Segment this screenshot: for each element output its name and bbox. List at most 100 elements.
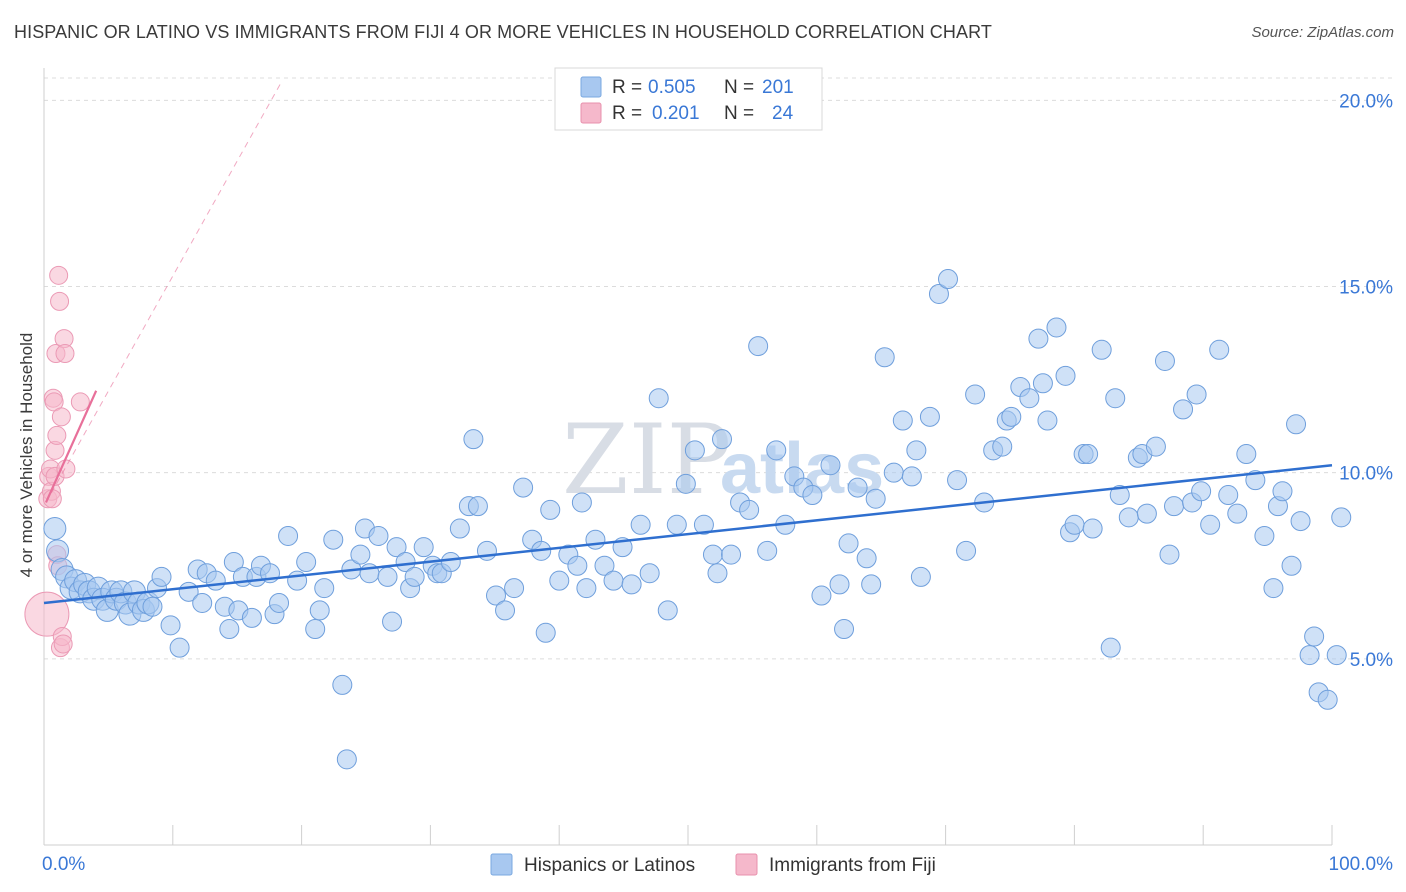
axes: [43, 68, 1333, 846]
trend-lines: [43, 81, 1333, 605]
data-point-hispanic: [1331, 507, 1352, 528]
data-point-hispanic: [861, 574, 882, 595]
data-point-hispanic: [1286, 414, 1307, 435]
data-point-hispanic: [336, 749, 357, 770]
data-point-hispanic: [413, 537, 434, 558]
data-point-hispanic: [386, 537, 407, 558]
data-point-hispanic: [648, 388, 669, 409]
legend-swatch-pink: [735, 853, 758, 876]
data-point-hispanic: [309, 600, 330, 621]
y-tick-label: 10.0%: [1339, 464, 1393, 485]
data-point-hispanic: [1055, 365, 1076, 386]
data-point-hispanic: [811, 585, 832, 606]
legend-swatch-pink: [580, 102, 602, 124]
data-point-hispanic: [1245, 470, 1266, 491]
data-point-hispanic: [838, 533, 859, 554]
data-point-hispanic: [449, 518, 470, 539]
data-point-hispanic: [43, 517, 67, 541]
legend-r-value: 0.201: [652, 103, 700, 124]
data-point-hispanic: [219, 619, 240, 640]
data-point-hispanic: [947, 470, 968, 491]
data-point-hispanic: [1317, 689, 1338, 710]
data-point-hispanic: [865, 488, 886, 509]
legend-label-fiji: Immigrants from Fiji: [769, 855, 936, 876]
data-point-hispanic: [1136, 503, 1157, 524]
legend-n-value: 201: [762, 77, 794, 98]
trend-line-fiji-extended: [45, 81, 283, 503]
data-point-hispanic: [1254, 525, 1275, 546]
data-point-hispanic: [856, 548, 877, 569]
data-point-hispanic: [440, 552, 461, 573]
data-point-hispanic: [630, 514, 651, 535]
data-point-hispanic: [1154, 350, 1175, 371]
chart-title: HISPANIC OR LATINO VS IMMIGRANTS FROM FI…: [14, 22, 992, 42]
legend-label-hispanic: Hispanics or Latinos: [524, 855, 695, 876]
trend-line-hispanic: [43, 463, 1333, 605]
data-point-hispanic: [350, 544, 371, 565]
data-point-hispanic: [269, 592, 290, 613]
data-point-hispanic: [467, 496, 488, 517]
data-point-hispanic: [1037, 410, 1058, 431]
legend-swatch-blue: [580, 76, 602, 98]
data-point-hispanic: [666, 514, 687, 535]
x-tick-label: 0.0%: [42, 854, 85, 875]
data-point-hispanic: [223, 552, 244, 573]
data-point-fiji: [70, 392, 90, 412]
data-point-hispanic: [1082, 518, 1103, 539]
data-point-hispanic: [382, 611, 403, 632]
data-point-hispanic: [1001, 406, 1022, 427]
data-point-fiji: [51, 407, 71, 427]
data-point-hispanic: [1191, 481, 1212, 502]
hispanic-points: [43, 269, 1352, 770]
data-point-hispanic: [1109, 485, 1130, 506]
data-point-hispanic: [1032, 373, 1053, 394]
data-point-hispanic: [540, 499, 561, 520]
data-point-hispanic: [992, 436, 1013, 457]
data-point-hispanic: [305, 619, 326, 640]
data-point-hispanic: [883, 462, 904, 483]
data-point-hispanic: [684, 440, 705, 461]
data-point-fiji: [42, 489, 62, 509]
data-point-hispanic: [535, 622, 556, 643]
data-point-hispanic: [1091, 339, 1112, 360]
trend-line-fiji: [44, 390, 98, 503]
data-point-fiji: [53, 634, 73, 654]
data-point-hispanic: [549, 570, 570, 591]
data-point-hispanic: [1118, 507, 1139, 528]
y-axis-label: 4 or more Vehicles in Household: [17, 333, 36, 578]
data-point-hispanic: [965, 384, 986, 405]
data-point-hispanic: [486, 585, 506, 606]
data-point-hispanic: [504, 578, 525, 599]
data-point-hispanic: [1164, 496, 1184, 517]
data-point-hispanic: [368, 525, 389, 546]
data-point-hispanic: [901, 466, 922, 487]
data-point-hispanic: [1046, 317, 1067, 338]
data-point-hispanic: [585, 529, 606, 550]
data-point-hispanic: [712, 429, 732, 450]
data-point-hispanic: [1227, 503, 1248, 524]
data-point-hispanic: [142, 596, 163, 617]
data-point-hispanic: [1028, 328, 1049, 349]
data-point-hispanic: [571, 492, 592, 513]
data-point-hispanic: [1105, 388, 1126, 409]
data-point-hispanic: [693, 514, 714, 535]
legend-n-label: N =: [724, 103, 754, 124]
data-point-hispanic: [739, 499, 760, 520]
data-point-hispanic: [847, 477, 868, 498]
data-point-hispanic: [820, 455, 841, 476]
data-point-hispanic: [721, 544, 742, 565]
data-point-hispanic: [1304, 626, 1325, 647]
data-point-hispanic: [1299, 645, 1320, 666]
legend-r-label: R =: [612, 77, 642, 98]
data-point-hispanic: [278, 525, 299, 546]
data-point-hispanic: [1218, 485, 1239, 506]
data-point-hispanic: [1263, 578, 1284, 599]
data-point-hispanic: [906, 440, 927, 461]
x-tick-labels: 0.0% 100.0%: [42, 854, 1393, 875]
data-point-hispanic: [169, 637, 190, 658]
data-point-hispanic: [1326, 645, 1347, 666]
data-point-hispanic: [323, 529, 344, 550]
top-legend: R = 0.505 N = 201 R = 0.201 N = 24: [554, 67, 823, 131]
data-point-hispanic: [956, 540, 977, 561]
